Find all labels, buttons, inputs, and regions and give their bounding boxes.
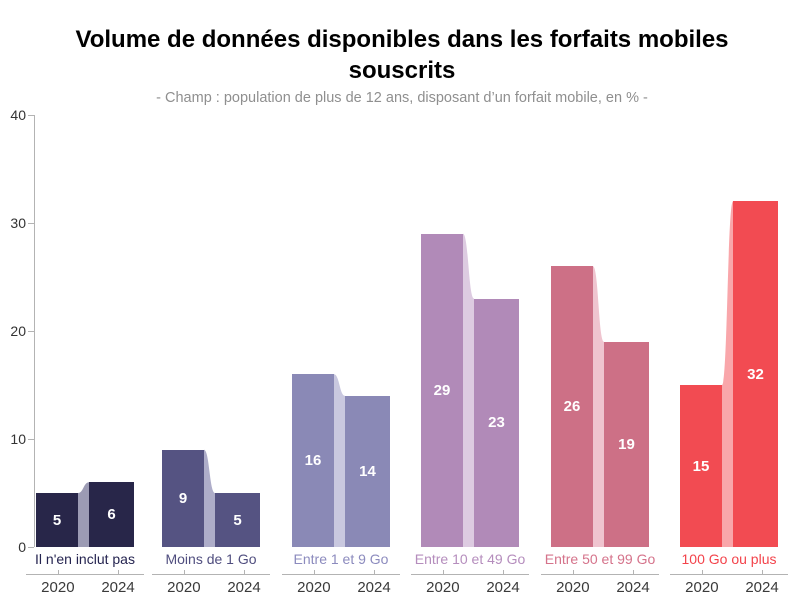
x-axis-tick bbox=[503, 570, 505, 574]
category-label: Entre 1 et 9 Go bbox=[293, 551, 389, 567]
slope-connector-shape bbox=[78, 482, 89, 547]
slope-connector bbox=[463, 233, 474, 547]
year-label-2020: 2020 bbox=[167, 579, 201, 596]
y-axis-tick-label: 20 bbox=[10, 323, 26, 339]
year-label-2020: 2020 bbox=[297, 579, 331, 596]
x-axis bbox=[411, 570, 529, 575]
bar-2024: 14 bbox=[345, 395, 390, 547]
year-labels: 2020 2024 bbox=[26, 579, 144, 599]
y-axis-tick bbox=[28, 114, 34, 116]
bar-2024: 23 bbox=[474, 298, 519, 547]
y-axis-tick-label: 40 bbox=[10, 107, 26, 123]
bar-2020: 29 bbox=[421, 233, 463, 547]
bar-2020: 15 bbox=[680, 385, 722, 547]
year-labels: 2020 2024 bbox=[541, 579, 659, 599]
bar-value-2020: 5 bbox=[52, 511, 62, 529]
x-axis-tick bbox=[442, 570, 444, 574]
year-labels: 2020 2024 bbox=[282, 579, 400, 599]
slope-connector-shape bbox=[722, 201, 733, 547]
y-axis-tick bbox=[28, 222, 34, 224]
bar-value-2024: 19 bbox=[618, 435, 635, 453]
year-label-2020: 2020 bbox=[685, 579, 719, 596]
bar-2020: 9 bbox=[162, 449, 204, 547]
bar-2024: 5 bbox=[215, 493, 260, 547]
bar-2024: 19 bbox=[604, 341, 649, 547]
year-label-2024: 2024 bbox=[486, 579, 520, 596]
x-axis-tick bbox=[244, 570, 246, 574]
slope-connector bbox=[722, 201, 733, 547]
bar-2020: 5 bbox=[36, 493, 78, 547]
category-group: 16 14 Entre 1 et 9 Go 2020 2024 bbox=[282, 115, 400, 596]
bar-value-2020: 9 bbox=[178, 489, 188, 507]
category-label: Entre 50 et 99 Go bbox=[544, 551, 656, 567]
x-axis bbox=[541, 570, 659, 575]
x-axis bbox=[26, 570, 144, 575]
bar-value-2024: 32 bbox=[747, 365, 764, 383]
slope-connector-shape bbox=[204, 449, 215, 547]
x-axis-tick bbox=[313, 570, 315, 574]
bar-value-2020: 26 bbox=[563, 398, 581, 416]
year-label-2024: 2024 bbox=[745, 579, 779, 596]
x-axis-tick bbox=[118, 570, 120, 574]
y-axis-tick-label: 0 bbox=[18, 539, 26, 555]
category-group: 29 23 Entre 10 et 49 Go 2020 2024 bbox=[411, 115, 529, 596]
y-axis: 0 10 20 30 40 bbox=[10, 107, 35, 555]
bar-2020: 26 bbox=[551, 266, 593, 547]
category-label: Entre 10 et 49 Go bbox=[414, 551, 526, 567]
bar-value-2024: 6 bbox=[107, 506, 116, 524]
slope-connector-shape bbox=[334, 374, 345, 547]
bar-value-2024: 14 bbox=[359, 462, 376, 480]
category-label: Il n'en inclut pas bbox=[35, 551, 135, 567]
bar-value-2024: 5 bbox=[233, 511, 242, 529]
bar-2020: 16 bbox=[292, 374, 334, 547]
chart-area: 0 10 20 30 40 5 6 Il n'en inclut pas 2020 202… bbox=[10, 107, 794, 596]
x-axis bbox=[152, 570, 270, 575]
year-label-2024: 2024 bbox=[357, 579, 391, 596]
chart-subtitle: - Champ : population de plus de 12 ans, … bbox=[156, 90, 648, 106]
bar-value-2024: 23 bbox=[488, 414, 505, 432]
y-axis-tick-label: 30 bbox=[10, 215, 26, 231]
slope-connector bbox=[593, 266, 604, 547]
x-axis bbox=[670, 570, 788, 575]
x-axis-tick bbox=[57, 570, 59, 574]
x-axis bbox=[282, 570, 400, 575]
slope-connector bbox=[334, 374, 345, 547]
bar-value-2020: 16 bbox=[304, 452, 322, 470]
bar-value-2020: 29 bbox=[433, 381, 451, 399]
y-axis-tick bbox=[28, 438, 34, 440]
category-group: 9 5 Moins de 1 Go 2020 2024 bbox=[152, 115, 270, 596]
x-axis-tick bbox=[633, 570, 635, 574]
slope-connector bbox=[78, 482, 89, 547]
bar-2024: 6 bbox=[89, 482, 134, 547]
x-axis-tick bbox=[572, 570, 574, 574]
category-group: 5 6 Il n'en inclut pas 2020 2024 bbox=[26, 115, 144, 596]
year-label-2024: 2024 bbox=[616, 579, 650, 596]
year-label-2020: 2020 bbox=[556, 579, 590, 596]
category-label: 100 Go ou plus bbox=[681, 551, 777, 567]
slope-connector-shape bbox=[463, 233, 474, 547]
x-axis-tick bbox=[183, 570, 185, 574]
category-group: 26 19 Entre 50 et 99 Go 2020 2024 bbox=[541, 115, 659, 596]
category-label: Moins de 1 Go bbox=[165, 551, 257, 567]
bar-2024: 32 bbox=[733, 201, 778, 547]
y-axis-tick bbox=[28, 546, 34, 548]
x-axis-tick bbox=[374, 570, 376, 574]
year-labels: 2020 2024 bbox=[152, 579, 270, 599]
x-axis-tick bbox=[701, 570, 703, 574]
y-axis-tick bbox=[28, 330, 34, 332]
bar-value-2020: 15 bbox=[692, 457, 710, 475]
slope-connector bbox=[204, 449, 215, 547]
year-labels: 2020 2024 bbox=[411, 579, 529, 599]
year-label-2024: 2024 bbox=[227, 579, 261, 596]
year-label-2020: 2020 bbox=[41, 579, 75, 596]
y-axis-tick-label: 10 bbox=[10, 431, 26, 447]
chart-title: Volume de données disponibles dans les f… bbox=[75, 26, 729, 84]
slope-connector-shape bbox=[593, 266, 604, 547]
category-group: 15 32 100 Go ou plus 2020 2024 bbox=[670, 115, 788, 596]
year-label-2024: 2024 bbox=[101, 579, 135, 596]
x-axis-tick bbox=[762, 570, 764, 574]
year-label-2020: 2020 bbox=[426, 579, 460, 596]
year-labels: 2020 2024 bbox=[670, 579, 788, 599]
